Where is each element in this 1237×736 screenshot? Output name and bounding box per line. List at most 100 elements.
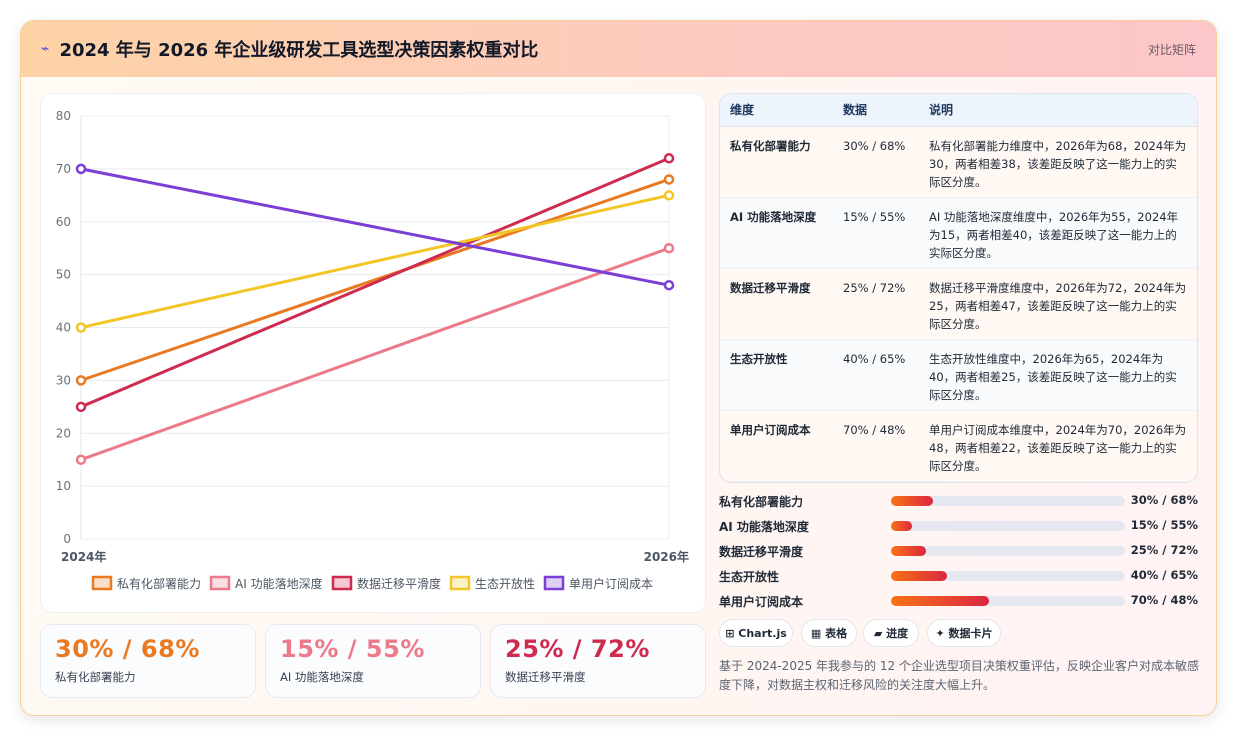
progress-label: AI 功能落地深度 xyxy=(719,520,809,534)
dimension-cell: 私有化部署能力 xyxy=(720,126,833,198)
description-cell: 私有化部署能力维度中，2026年为68，2024年为30，两者相差38，该差距反… xyxy=(919,126,1197,198)
data-point xyxy=(75,375,87,386)
series-line xyxy=(80,178,670,382)
legend-swatch xyxy=(449,575,471,591)
footnote: 基于 2024-2025 年我参与的 12 个企业选型项目决策权重评估，反映企业… xyxy=(719,659,1199,692)
dimension-cell: AI 功能落地深度 xyxy=(720,197,833,269)
progress-track xyxy=(891,496,1125,506)
data-point xyxy=(663,153,675,164)
data-point xyxy=(75,454,87,465)
progress-label: 私有化部署能力 xyxy=(719,495,804,509)
progress-value: 70% / 48% xyxy=(1130,593,1198,607)
kpi-label: 私有化部署能力 xyxy=(55,670,136,684)
series-line xyxy=(80,167,670,287)
kpi-value: 30% / 68% xyxy=(55,635,200,663)
value-cell: 70% / 48% xyxy=(833,410,919,482)
table-row: 生态开放性 40% / 65% 生态开放性维度中，2026年为65，2024年为40… xyxy=(720,339,1197,411)
progress-value: 30% / 68% xyxy=(1130,493,1198,507)
legend-swatch xyxy=(543,575,565,591)
progress-fill xyxy=(891,546,927,556)
value-cell: 15% / 55% xyxy=(833,197,919,269)
table-row: AI 功能落地深度 15% / 55% AI 功能落地深度维度中，2026年为55，… xyxy=(720,197,1197,269)
data-table: 维度 数据 说明 私有化部署能力 30% / 68% 私有化部署能力维度中，2026… xyxy=(719,93,1198,483)
data-point xyxy=(663,190,675,201)
table-tag[interactable]: ▦ 表格 xyxy=(801,619,857,647)
kpi-value: 15% / 55% xyxy=(280,635,425,663)
column-header: 数据 xyxy=(833,94,919,127)
y-tick-label: 20 xyxy=(56,426,71,440)
description-cell: 数据迁移平滑度维度中，2026年为72，2024年为25，两者相差47，该差距反… xyxy=(919,268,1197,340)
y-tick-label: 60 xyxy=(56,215,71,229)
y-tick-label: 30 xyxy=(56,373,71,387)
kpi-label: 数据迁移平滑度 xyxy=(505,670,586,684)
y-tick-label: 10 xyxy=(56,479,71,493)
y-tick-label: 80 xyxy=(56,109,71,123)
progress-value: 15% / 55% xyxy=(1130,518,1198,532)
dimension-cell: 生态开放性 xyxy=(720,339,833,411)
progress-track xyxy=(891,546,1125,556)
legend-label: 单用户订阅成本 xyxy=(569,576,653,591)
description-cell: 生态开放性维度中，2026年为65，2024年为40，两者相差25，该差距反映了… xyxy=(919,339,1197,411)
line-chart: 0 10 20 30 40 50 60 70 80 2024年 2026年私有化部署能力 AI 功能落… xyxy=(40,93,706,613)
legend-swatch xyxy=(209,575,231,591)
data-point xyxy=(663,242,675,254)
data-point xyxy=(75,322,87,333)
legend-label: 数据迁移平滑度 xyxy=(357,576,441,591)
column-header: 维度 xyxy=(720,94,833,127)
data-point xyxy=(663,174,675,185)
dimension-cell: 单用户订阅成本 xyxy=(720,410,833,482)
progress-label: 单用户订阅成本 xyxy=(719,595,804,609)
y-tick-label: 40 xyxy=(56,321,71,335)
y-tick-label: 50 xyxy=(56,268,71,282)
progress-track xyxy=(891,571,1125,581)
progress-row: 单用户订阅成本 70% / 48% xyxy=(719,591,1198,616)
series-line xyxy=(80,193,670,329)
x-tick-label: 2024年 xyxy=(61,549,106,564)
progress-track xyxy=(891,521,1125,531)
legend-label: AI 功能落地深度 xyxy=(235,576,323,591)
column-header: 说明 xyxy=(919,94,1197,127)
progress-value: 40% / 65% xyxy=(1130,568,1198,582)
kpi-value: 25% / 72% xyxy=(505,635,650,663)
progress-fill xyxy=(891,571,948,581)
y-tick-label: 0 xyxy=(63,532,71,546)
y-tick-label: 70 xyxy=(56,162,71,176)
description-cell: AI 功能落地深度维度中，2026年为55，2024年为15，两者相差40，该差… xyxy=(919,197,1197,269)
legend-label: 生态开放性 xyxy=(475,576,535,591)
kpi-card: 25% / 72% 数据迁移平滑度 xyxy=(490,624,706,698)
chart-tag[interactable]: ⊞ Chart.js xyxy=(719,619,793,647)
data-point xyxy=(75,401,87,413)
progress-list: 私有化部署能力 30% / 68% AI 功能落地深度 15% / 55% 数据迁移平滑… xyxy=(719,491,1198,616)
value-cell: 30% / 68% xyxy=(833,126,919,198)
series-line xyxy=(80,156,670,409)
data-point xyxy=(663,279,675,291)
table-row: 私有化部署能力 30% / 68% 私有化部署能力维度中，2026年为68，2024… xyxy=(720,126,1197,198)
kpi-card: 15% / 55% AI 功能落地深度 xyxy=(265,624,481,698)
legend-swatch xyxy=(331,575,353,591)
view-mode-label[interactable]: 对比矩阵 xyxy=(1147,42,1196,57)
progress-fill xyxy=(891,521,913,531)
sparkle-tag[interactable]: ✦ 数据卡片 xyxy=(927,619,1001,647)
progress-tag[interactable]: ▰ 进度 xyxy=(863,619,919,647)
progress-row: 数据迁移平滑度 25% / 72% xyxy=(719,541,1198,566)
progress-row: 生态开放性 40% / 65% xyxy=(719,566,1198,591)
progress-value: 25% / 72% xyxy=(1130,543,1198,557)
kpi-cards: 30% / 68% 私有化部署能力 15% / 55% AI 功能落地深度 25% / … xyxy=(40,624,706,698)
kpi-label: AI 功能落地深度 xyxy=(280,670,364,684)
kpi-card: 30% / 68% 私有化部署能力 xyxy=(40,624,256,698)
table-header-row: 维度 数据 说明 xyxy=(720,94,1197,127)
series-line xyxy=(80,246,670,462)
progress-row: AI 功能落地深度 15% / 55% xyxy=(719,516,1198,541)
table-row: 数据迁移平滑度 25% / 72% 数据迁移平滑度维度中，2026年为72，2024… xyxy=(720,268,1197,340)
x-tick-label: 2026年 xyxy=(644,549,689,564)
bolt-icon: ⌁ xyxy=(41,41,50,57)
progress-label: 数据迁移平滑度 xyxy=(719,545,804,559)
legend-label: 私有化部署能力 xyxy=(117,576,201,591)
description-cell: 单用户订阅成本维度中，2024年为70，2026年为48，两者相差22，该差距反… xyxy=(919,410,1197,482)
page-title: 2024 年与 2026 年企业级研发工具选型决策因素权重对比 xyxy=(59,40,539,61)
progress-row: 私有化部署能力 30% / 68% xyxy=(719,491,1198,516)
dashboard-card: ⌁ 2024 年与 2026 年企业级研发工具选型决策因素权重对比 对比矩阵 0… xyxy=(20,20,1217,716)
progress-label: 生态开放性 xyxy=(719,570,780,584)
table-row: 单用户订阅成本 70% / 48% 单用户订阅成本维度中，2024年为70，2026… xyxy=(720,410,1197,482)
